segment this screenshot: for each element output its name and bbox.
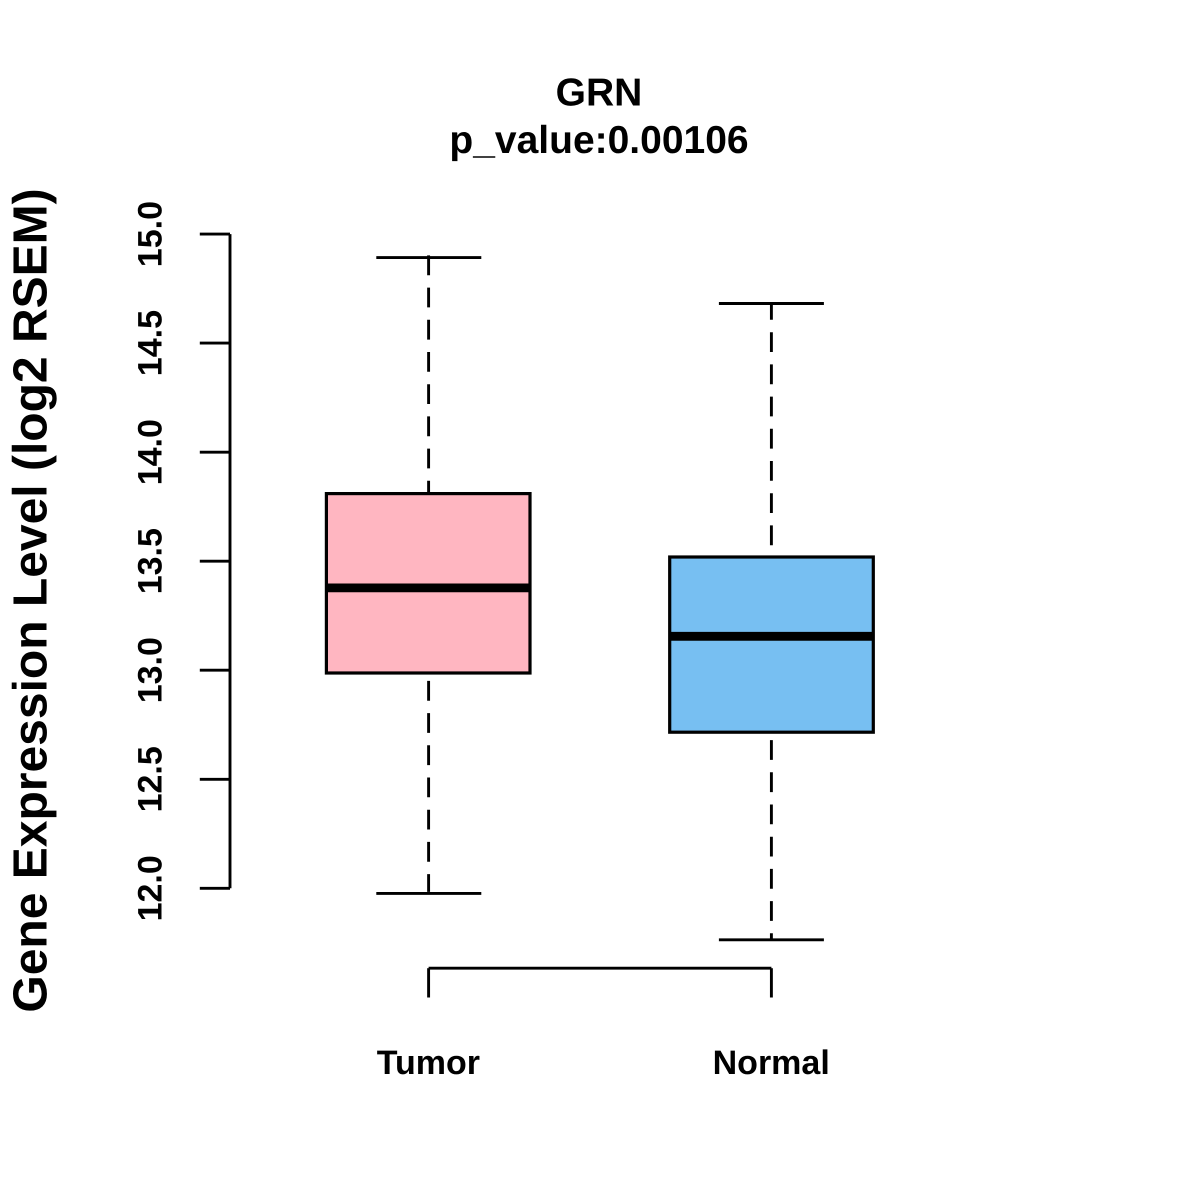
svg-text:12.0: 12.0 — [131, 855, 169, 921]
svg-text:14.0: 14.0 — [131, 419, 169, 485]
svg-text:14.5: 14.5 — [131, 310, 169, 376]
svg-text:13.0: 13.0 — [131, 637, 169, 703]
svg-text:12.5: 12.5 — [131, 746, 169, 812]
svg-text:Tumor: Tumor — [377, 1044, 480, 1082]
svg-text:p_value:0.00106: p_value:0.00106 — [449, 119, 748, 162]
svg-text:13.5: 13.5 — [131, 528, 169, 594]
svg-text:GRN: GRN — [556, 72, 643, 115]
svg-text:15.0: 15.0 — [131, 201, 169, 267]
svg-text:Normal: Normal — [713, 1044, 830, 1082]
svg-text:Gene Expression Level (log2 RS: Gene Expression Level (log2 RSEM) — [4, 188, 57, 1012]
